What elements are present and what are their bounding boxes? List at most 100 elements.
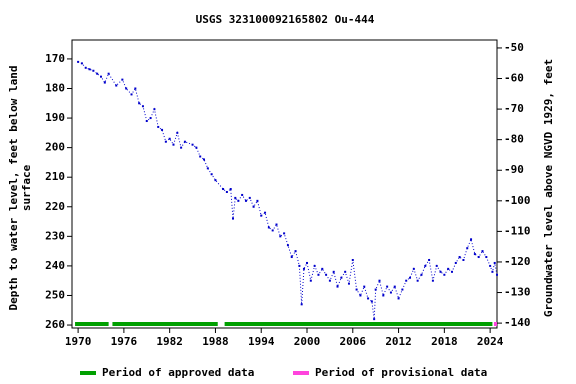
water-level-point [367, 297, 370, 300]
water-level-point [96, 72, 99, 75]
water-level-point [416, 279, 419, 282]
water-level-point [443, 273, 446, 276]
water-level-point [195, 146, 198, 149]
water-level-point [470, 238, 473, 241]
water-level-point [84, 66, 87, 69]
water-level-point [157, 125, 160, 128]
chart-title: USGS 323100092165802 Ou-444 [196, 13, 375, 26]
y2-tick-label: -50 [504, 41, 524, 54]
water-level-point [477, 256, 480, 259]
water-level-point [431, 279, 434, 282]
water-level-point [172, 143, 175, 146]
water-level-point [222, 188, 225, 191]
x-tick-label: 2024 [477, 335, 504, 348]
y2-tick-label: -90 [504, 163, 524, 176]
water-level-point [199, 155, 202, 158]
y-tick-label: 260 [45, 318, 65, 331]
water-level-point [397, 297, 400, 300]
period-bar [493, 322, 497, 326]
water-level-point [317, 273, 320, 276]
water-level-point [473, 253, 476, 256]
water-level-point [347, 282, 350, 285]
water-level-point [107, 72, 110, 75]
water-level-point [344, 270, 347, 273]
plot-frame [71, 39, 498, 329]
y-tick-label: 170 [45, 52, 65, 65]
period-bar [112, 322, 218, 326]
water-level-point [237, 199, 240, 202]
y2-tick-label: -120 [504, 255, 531, 268]
water-level-point [454, 261, 457, 264]
y2-axis-label: Groundwater level above NGVD 1929, feet [542, 59, 555, 317]
water-level-point [306, 261, 309, 264]
water-level-point [138, 102, 141, 105]
y-tick-label: 240 [45, 259, 65, 272]
water-level-point [389, 291, 392, 294]
water-level-point [382, 294, 385, 297]
water-level-point [294, 250, 297, 253]
water-level-point [485, 256, 488, 259]
water-level-point [248, 196, 251, 199]
water-level-point [424, 264, 427, 267]
water-level-point [210, 173, 213, 176]
x-tick-label: 2006 [340, 335, 367, 348]
water-level-point [164, 140, 167, 143]
water-level-point [252, 205, 255, 208]
x-tick-label: 1994 [248, 335, 275, 348]
water-level-point [183, 140, 186, 143]
x-tick-label: 1988 [202, 335, 229, 348]
water-level-point [176, 131, 179, 134]
water-level-point [134, 87, 137, 90]
water-level-point [420, 273, 423, 276]
water-level-point [191, 143, 194, 146]
water-level-point [309, 279, 312, 282]
water-level-point [283, 232, 286, 235]
water-level-point [267, 226, 270, 229]
water-level-point [214, 179, 217, 182]
water-level-point [363, 285, 366, 288]
water-level-point [370, 300, 373, 303]
x-tick-label: 2018 [431, 335, 458, 348]
water-level-point [412, 267, 415, 270]
water-level-point [340, 276, 343, 279]
legend-label: Period of provisional data [315, 366, 487, 379]
water-level-point [466, 247, 469, 250]
water-level-point [206, 167, 209, 170]
y-tick-label: 210 [45, 170, 65, 183]
y2-tick-label: -80 [504, 133, 524, 146]
water-level-point [300, 303, 303, 306]
water-level-point [286, 244, 289, 247]
water-level-point [405, 279, 408, 282]
water-level-point [130, 93, 133, 96]
x-tick-label: 1976 [111, 335, 138, 348]
y-axis-label: surface [20, 164, 33, 211]
water-level-point [103, 81, 106, 84]
water-level-point [428, 258, 431, 261]
y2-tick-label: -130 [504, 286, 531, 299]
y-tick-label: 180 [45, 81, 65, 94]
water-level-point [99, 75, 102, 78]
period-bar [224, 322, 493, 326]
x-tick-label: 1982 [156, 335, 183, 348]
y2-tick-label: -140 [504, 316, 531, 329]
water-level-point [450, 270, 453, 273]
water-level-point [328, 279, 331, 282]
water-level-point [161, 128, 164, 131]
water-level-point [115, 84, 118, 87]
water-level-point [244, 199, 247, 202]
water-level-point [409, 276, 412, 279]
water-level-point [439, 270, 442, 273]
water-level-point [493, 261, 496, 264]
x-tick-label: 1970 [65, 335, 92, 348]
y-tick-label: 200 [45, 141, 65, 154]
water-level-point [355, 288, 358, 291]
water-level-point [264, 211, 267, 214]
water-level-point [496, 273, 498, 276]
water-level-point [279, 235, 282, 238]
water-level-point [145, 120, 148, 123]
water-level-point [298, 264, 301, 267]
y-tick-label: 250 [45, 288, 65, 301]
water-level-point [447, 267, 450, 270]
water-level-point [359, 294, 362, 297]
